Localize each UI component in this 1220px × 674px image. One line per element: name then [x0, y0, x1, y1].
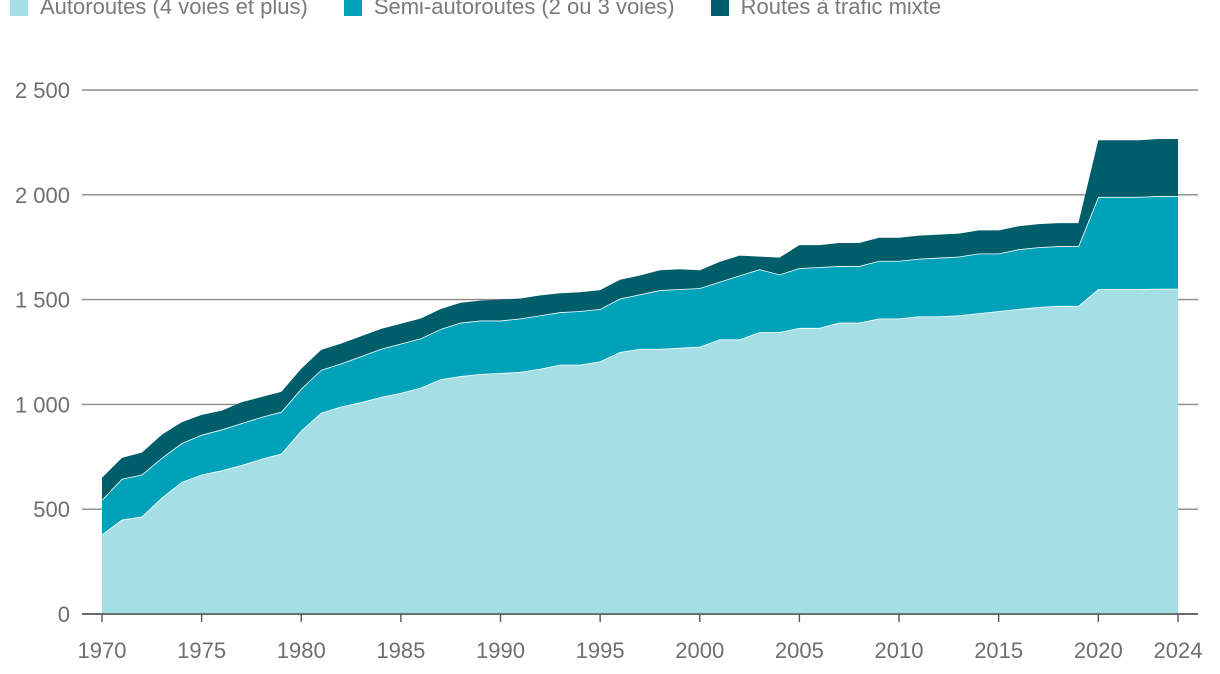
x-tick-label: 2015 [974, 638, 1023, 663]
area-series-1 [102, 288, 1178, 614]
x-tick-label: 2010 [875, 638, 924, 663]
legend-label-autoroutes: Autoroutes (4 voies et plus) [40, 0, 308, 19]
area-layer [101, 139, 1178, 614]
x-tick-label: 1975 [177, 638, 226, 663]
x-tick-label: 1990 [476, 638, 525, 663]
axis-layer: 0 500 1 000 1 500 2 000 2 500 1970 1975 1980 1985… [15, 78, 1203, 663]
legend-item-autoroutes: Autoroutes (4 voies et plus) [10, 0, 308, 20]
y-tick-label: 500 [33, 497, 70, 522]
legend-label-semi-autoroutes: Semi-autoroutes (2 ou 3 voies) [373, 0, 675, 19]
x-tick-label: 1980 [277, 638, 326, 663]
legend-swatch-semi-autoroutes [343, 0, 362, 16]
legend-label-routes-trafic-mixte: Routes à trafic mixte [740, 0, 942, 19]
x-tick-label: 2000 [675, 638, 724, 663]
legend-swatch-autoroutes [10, 0, 28, 16]
legend-item-routes-trafic-mixte: Routes à trafic mixte [710, 0, 942, 20]
y-tick-label: 1 000 [15, 392, 70, 417]
x-tick-label: 2024 [1154, 638, 1203, 663]
x-tick-label: 2020 [1074, 638, 1123, 663]
legend-item-semi-autoroutes: Semi-autoroutes (2 ou 3 voies) [343, 0, 675, 20]
area-series-2 [102, 196, 1178, 535]
x-tick-label: 1970 [78, 638, 127, 663]
y-tick-label: 2 000 [15, 183, 70, 208]
y-tick-label: 1 500 [15, 288, 70, 313]
y-tick-label: 0 [58, 602, 70, 627]
x-tick-label: 1985 [376, 638, 425, 663]
x-tick-label: 2005 [775, 638, 824, 663]
y-tick-label: 2 500 [15, 78, 70, 103]
x-tick-label: 1995 [576, 638, 625, 663]
legend-swatch-routes-trafic-mixte [710, 0, 729, 16]
legend: Autoroutes (4 voies et plus) Semi-autoro… [10, 0, 941, 20]
